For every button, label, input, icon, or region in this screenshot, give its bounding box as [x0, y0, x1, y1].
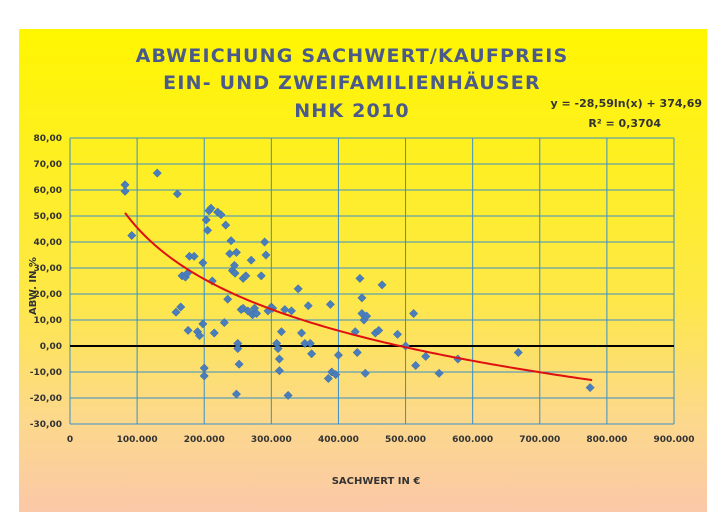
chart-title-line-2: EIN- UND ZWEIFAMILIENHÄUSER: [163, 70, 541, 94]
data-point: [274, 354, 284, 364]
x-tick-label: 700.000: [519, 435, 560, 445]
chart-title-line-1: ABWEICHUNG SACHWERT/KAUFPREIS: [136, 45, 569, 67]
data-point: [172, 189, 182, 199]
data-point: [176, 302, 186, 312]
y-tick-label: 0,00: [40, 342, 62, 352]
data-point: [377, 280, 387, 290]
data-point: [241, 271, 251, 281]
data-point: [252, 308, 262, 319]
data-points: [120, 168, 595, 400]
data-point: [286, 306, 297, 316]
data-point: [362, 311, 372, 321]
y-tick-label: 40,00: [34, 238, 62, 248]
data-point: [120, 186, 130, 196]
data-point: [325, 299, 335, 309]
x-tick-label: 900.000: [654, 435, 695, 445]
data-point: [216, 210, 226, 220]
data-point: [409, 308, 419, 319]
y-tick-label: 30,00: [34, 264, 62, 274]
data-point: [392, 329, 403, 339]
tick-labels: -30,00 -20,00 -10,00 0,00 10,00 20,00 30,00 40,…: [30, 134, 695, 445]
y-tick-label: -30,00: [30, 420, 62, 430]
data-point: [209, 328, 219, 338]
x-tick-label: 200.000: [184, 435, 225, 445]
trendline: [124, 212, 593, 382]
data-point: [274, 366, 284, 376]
y-tick-label: 10,00: [34, 316, 62, 326]
grid: [69, 137, 675, 425]
y-tick-label: 80,00: [34, 134, 62, 144]
data-point: [256, 271, 266, 281]
data-point: [276, 327, 286, 337]
data-point: [223, 294, 233, 304]
y-tick-label: 50,00: [34, 212, 62, 222]
data-point: [233, 344, 243, 354]
data-point: [194, 331, 205, 341]
data-point: [171, 307, 181, 317]
y-tick-label: -10,00: [30, 368, 62, 378]
data-point: [201, 215, 211, 225]
data-point: [198, 319, 208, 329]
data-point: [260, 237, 270, 247]
data-point: [323, 373, 333, 384]
x-tick-label: 800.000: [586, 435, 627, 445]
data-point: [219, 318, 229, 328]
data-point: [283, 390, 293, 400]
x-tick-label: 300.000: [251, 435, 292, 445]
x-tick-label: 0: [67, 435, 73, 445]
chart-title-line-3: NHK 2010: [294, 100, 410, 122]
data-point: [273, 344, 283, 354]
data-point: [296, 328, 307, 338]
data-point: [434, 368, 444, 378]
trendline-group: [124, 212, 593, 382]
data-point: [230, 268, 240, 278]
y-axis-title: ABW. IN %: [28, 257, 39, 315]
data-point: [226, 236, 236, 246]
data-point: [234, 359, 244, 369]
trendline-equation: y = -28,59ln(x) + 374,69: [551, 97, 702, 110]
data-point: [152, 168, 162, 178]
y-tick-label: 20,00: [34, 290, 62, 300]
data-point: [238, 303, 248, 313]
data-point: [333, 350, 343, 360]
data-point: [421, 351, 431, 361]
data-point: [199, 371, 209, 381]
x-tick-label: 600.000: [452, 435, 493, 445]
chart-background: [19, 29, 707, 512]
data-point: [206, 203, 216, 213]
data-point: [293, 284, 303, 294]
data-point: [231, 389, 241, 399]
y-tick-label: 70,00: [34, 160, 62, 170]
data-point: [189, 251, 199, 261]
data-point: [261, 250, 271, 260]
data-point: [357, 293, 367, 303]
data-point: [374, 325, 384, 335]
data-point: [352, 347, 362, 358]
y-tick-label: 60,00: [34, 186, 62, 196]
data-point: [127, 230, 137, 241]
data-point: [331, 370, 341, 380]
x-tick-label: 500.000: [385, 435, 426, 445]
data-point: [305, 338, 315, 348]
trendline-r-squared: R² = 0,3704: [588, 117, 661, 130]
data-point: [303, 301, 313, 311]
data-point: [203, 225, 213, 235]
x-axis-title: SACHWERT IN €: [332, 476, 421, 487]
data-point: [355, 273, 365, 283]
data-point: [183, 325, 193, 335]
data-point: [221, 220, 231, 230]
data-point: [198, 258, 208, 268]
data-point: [513, 347, 523, 358]
data-point: [246, 255, 256, 265]
x-tick-label: 400.000: [318, 435, 359, 445]
data-point: [231, 247, 241, 257]
data-point: [360, 368, 370, 378]
data-point: [411, 360, 421, 371]
data-point: [585, 383, 595, 393]
y-tick-label: -20,00: [30, 394, 62, 404]
x-tick-label: 100.000: [117, 435, 158, 445]
data-point: [307, 349, 317, 359]
